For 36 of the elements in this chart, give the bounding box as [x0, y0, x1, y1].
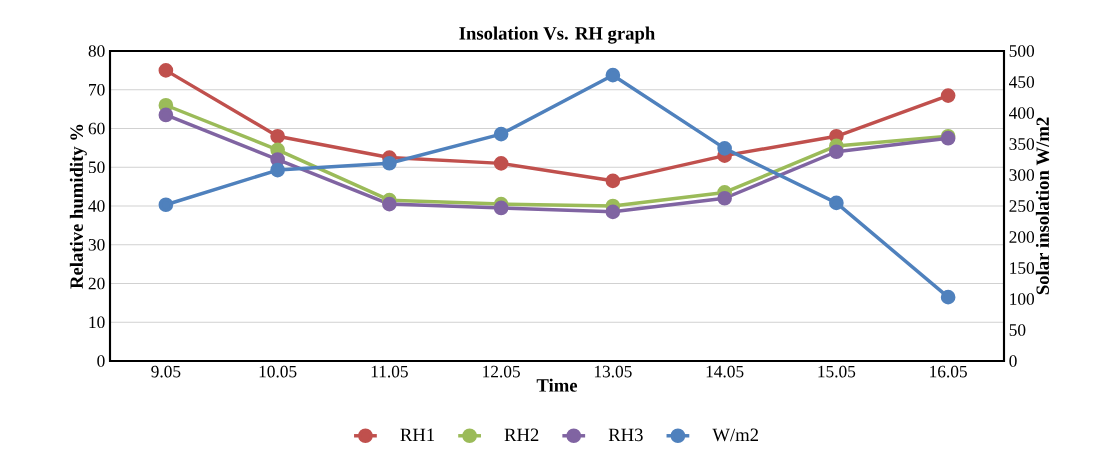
- x-tick-label: 15.05: [818, 365, 856, 378]
- y2-tick-label: 300: [1009, 169, 1035, 181]
- y2-tick-label: 450: [1009, 76, 1035, 88]
- y-tick-label: 50: [88, 161, 105, 174]
- y2-tick-label: 150: [1010, 262, 1035, 274]
- x-tick-label: 10.05: [259, 365, 297, 378]
- y2-tick-label: 350: [1009, 138, 1035, 150]
- y2-tick-label: 250: [1009, 200, 1035, 212]
- x-axis-title: Time: [536, 378, 578, 392]
- y2-tick-label: 500: [1009, 45, 1035, 57]
- x-tick-label: 12.05: [483, 365, 520, 378]
- y-tick-label: 60: [88, 122, 105, 135]
- y2-tick-label: 200: [1009, 231, 1035, 243]
- y2-tick-label: 400: [1009, 107, 1035, 119]
- x-tick-label: 9.05: [151, 365, 181, 378]
- x-tick-label: 14.05: [706, 365, 744, 378]
- y-tick-label: 70: [89, 83, 105, 96]
- y2-tick-label: 0: [1009, 355, 1017, 367]
- x-tick-label: 16.05: [930, 365, 967, 378]
- y-tick-label: 0: [97, 355, 105, 367]
- y-axis-title: Relative humidity %: [69, 124, 87, 289]
- y-tick-label: 40: [88, 200, 105, 212]
- y-tick-label: 80: [88, 45, 105, 57]
- y2-tick-label: 100: [1010, 293, 1035, 305]
- legend-label: RH2: [504, 428, 539, 441]
- x-tick-label: 13.05: [594, 365, 632, 378]
- y-tick-label: 30: [88, 238, 105, 251]
- y-tick-label: 20: [88, 277, 105, 290]
- x-tick-label: 11.05: [371, 365, 408, 378]
- chart-title: Insolation Vs. RH graph: [459, 26, 655, 44]
- legend-label: RH3: [608, 428, 643, 442]
- y2-tick-label: 50: [1009, 324, 1026, 336]
- y2-axis-title: Solar insolation W/m2: [1035, 117, 1050, 295]
- legend-label: RH1: [400, 428, 435, 441]
- legend-label: W/m2: [712, 428, 758, 442]
- y-tick-label: 10: [89, 316, 105, 329]
